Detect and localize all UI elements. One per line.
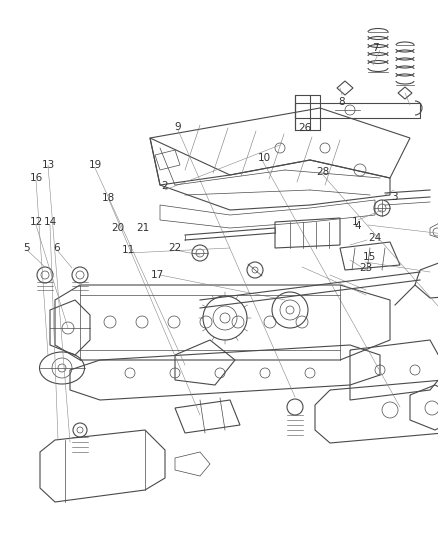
Text: 23: 23	[359, 263, 373, 273]
Text: 24: 24	[368, 233, 381, 243]
Text: 18: 18	[101, 193, 115, 203]
Text: 16: 16	[29, 173, 42, 183]
Text: 10: 10	[258, 153, 271, 163]
Text: 1: 1	[352, 217, 358, 227]
Text: 28: 28	[316, 167, 330, 177]
Text: 14: 14	[43, 217, 57, 227]
Text: 11: 11	[121, 245, 134, 255]
Text: 26: 26	[298, 123, 311, 133]
Text: 13: 13	[41, 160, 55, 170]
Text: 12: 12	[29, 217, 42, 227]
Text: 2: 2	[162, 181, 168, 191]
Text: 4: 4	[355, 221, 361, 231]
Text: 17: 17	[150, 270, 164, 280]
Text: 8: 8	[339, 97, 345, 107]
Text: 22: 22	[168, 243, 182, 253]
Text: 20: 20	[111, 223, 124, 233]
Text: 7: 7	[372, 43, 378, 53]
Text: 21: 21	[136, 223, 150, 233]
Text: 6: 6	[54, 243, 60, 253]
Text: 19: 19	[88, 160, 102, 170]
Text: 9: 9	[175, 122, 181, 132]
Text: 3: 3	[391, 192, 397, 202]
Text: 5: 5	[24, 243, 30, 253]
Text: 15: 15	[362, 252, 376, 262]
